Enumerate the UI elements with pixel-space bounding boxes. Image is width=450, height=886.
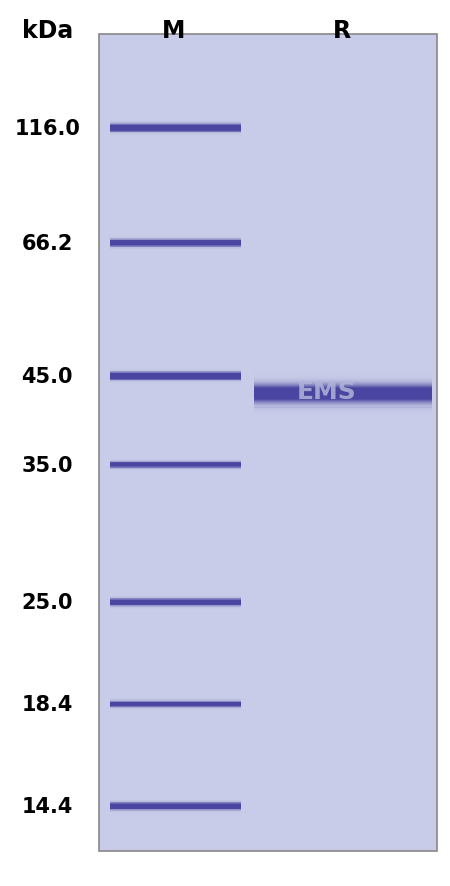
- Text: 66.2: 66.2: [22, 234, 73, 253]
- Bar: [254, 393, 432, 394]
- Bar: [254, 396, 432, 398]
- Bar: [254, 413, 432, 415]
- Bar: [254, 410, 432, 411]
- Bar: [254, 381, 432, 383]
- Text: EMS: EMS: [297, 379, 356, 404]
- Bar: [254, 392, 432, 393]
- Text: 14.4: 14.4: [22, 797, 73, 816]
- Bar: [254, 373, 432, 374]
- Bar: [254, 383, 432, 384]
- Bar: [254, 394, 432, 395]
- Bar: [254, 412, 432, 414]
- Bar: [254, 385, 432, 387]
- Bar: [254, 376, 432, 377]
- Bar: [254, 380, 432, 382]
- Bar: [254, 379, 432, 380]
- Bar: [254, 404, 432, 405]
- Bar: [254, 375, 432, 377]
- Bar: [254, 374, 432, 375]
- Text: 18.4: 18.4: [22, 695, 73, 714]
- Bar: [254, 408, 432, 409]
- Bar: [254, 399, 432, 400]
- Bar: [254, 390, 432, 391]
- Bar: [254, 378, 432, 379]
- Bar: [254, 411, 432, 412]
- Bar: [254, 389, 432, 390]
- Bar: [254, 377, 432, 378]
- Bar: [254, 406, 432, 407]
- Bar: [254, 409, 432, 410]
- Text: kDa: kDa: [22, 19, 73, 43]
- Text: 116.0: 116.0: [14, 119, 80, 138]
- Text: R: R: [333, 19, 351, 43]
- Bar: [254, 407, 432, 408]
- Bar: [254, 400, 432, 401]
- Bar: [254, 388, 432, 389]
- Bar: [254, 397, 432, 399]
- Bar: [254, 391, 432, 392]
- Text: 35.0: 35.0: [22, 455, 73, 475]
- Bar: [254, 395, 432, 396]
- Bar: [254, 386, 432, 388]
- Bar: [254, 415, 432, 416]
- Bar: [254, 384, 432, 385]
- Text: M: M: [162, 19, 185, 43]
- Bar: [254, 401, 432, 403]
- Bar: [254, 405, 432, 406]
- Text: 45.0: 45.0: [22, 367, 73, 386]
- Text: 25.0: 25.0: [22, 593, 73, 612]
- Bar: [254, 402, 432, 404]
- Bar: [99, 35, 436, 851]
